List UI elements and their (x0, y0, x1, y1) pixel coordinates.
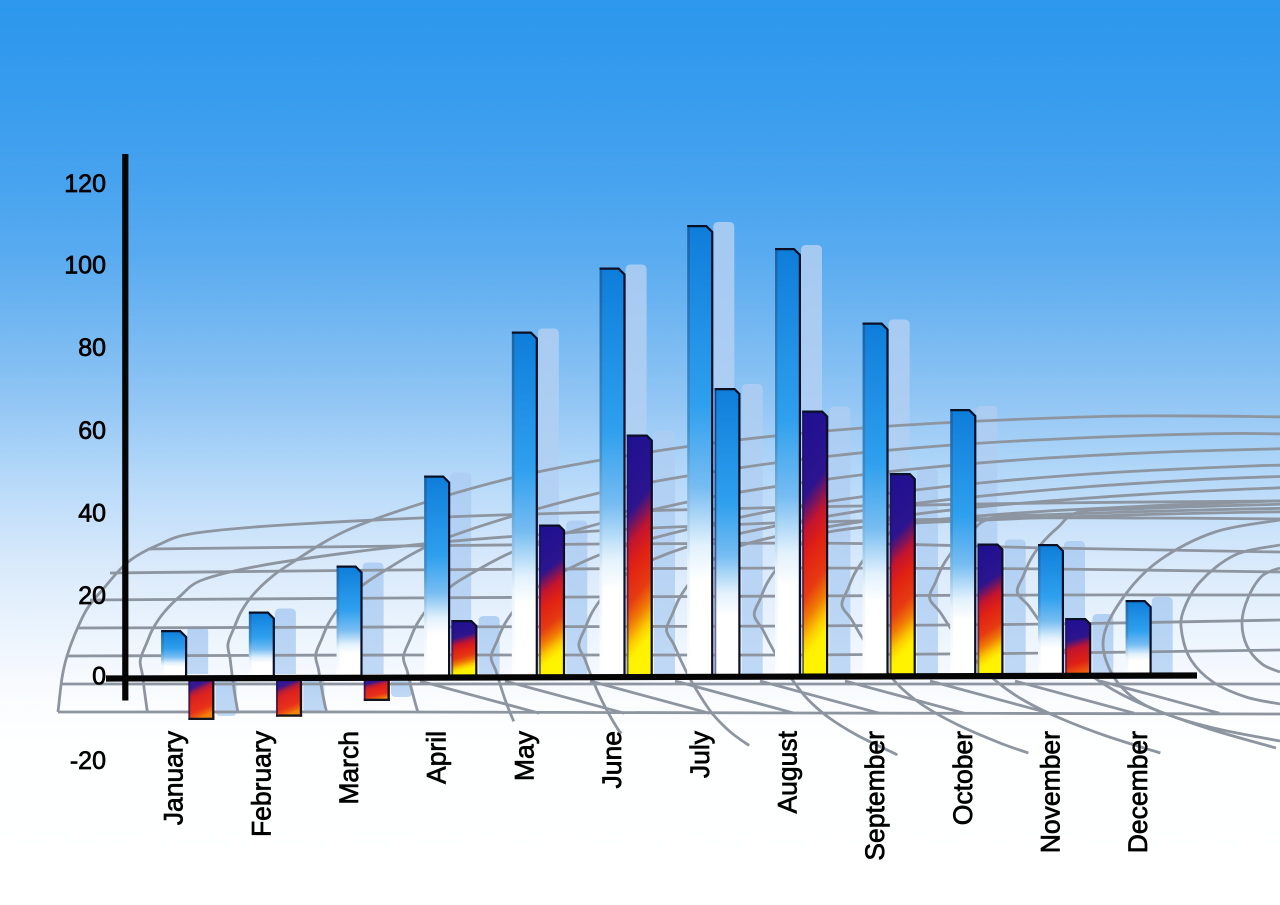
svg-text:100: 100 (64, 252, 106, 280)
svg-text:-20: -20 (70, 747, 106, 775)
svg-text:August: August (773, 730, 803, 813)
svg-text:February: February (246, 730, 276, 837)
svg-text:March: March (334, 731, 364, 805)
svg-text:November: November (1036, 731, 1066, 853)
svg-text:80: 80 (78, 334, 106, 362)
svg-text:20: 20 (78, 582, 106, 610)
svg-text:December: December (1123, 731, 1153, 853)
svg-text:January: January (159, 730, 189, 825)
svg-text:60: 60 (78, 417, 106, 445)
svg-text:120: 120 (64, 170, 106, 198)
svg-text:September: September (860, 731, 890, 861)
svg-text:April: April (422, 731, 452, 784)
svg-text:0: 0 (92, 663, 106, 691)
svg-text:October: October (948, 731, 978, 825)
svg-text:40: 40 (78, 500, 106, 528)
svg-text:July: July (685, 730, 715, 778)
svg-text:May: May (509, 730, 539, 781)
svg-text:June: June (597, 731, 627, 788)
